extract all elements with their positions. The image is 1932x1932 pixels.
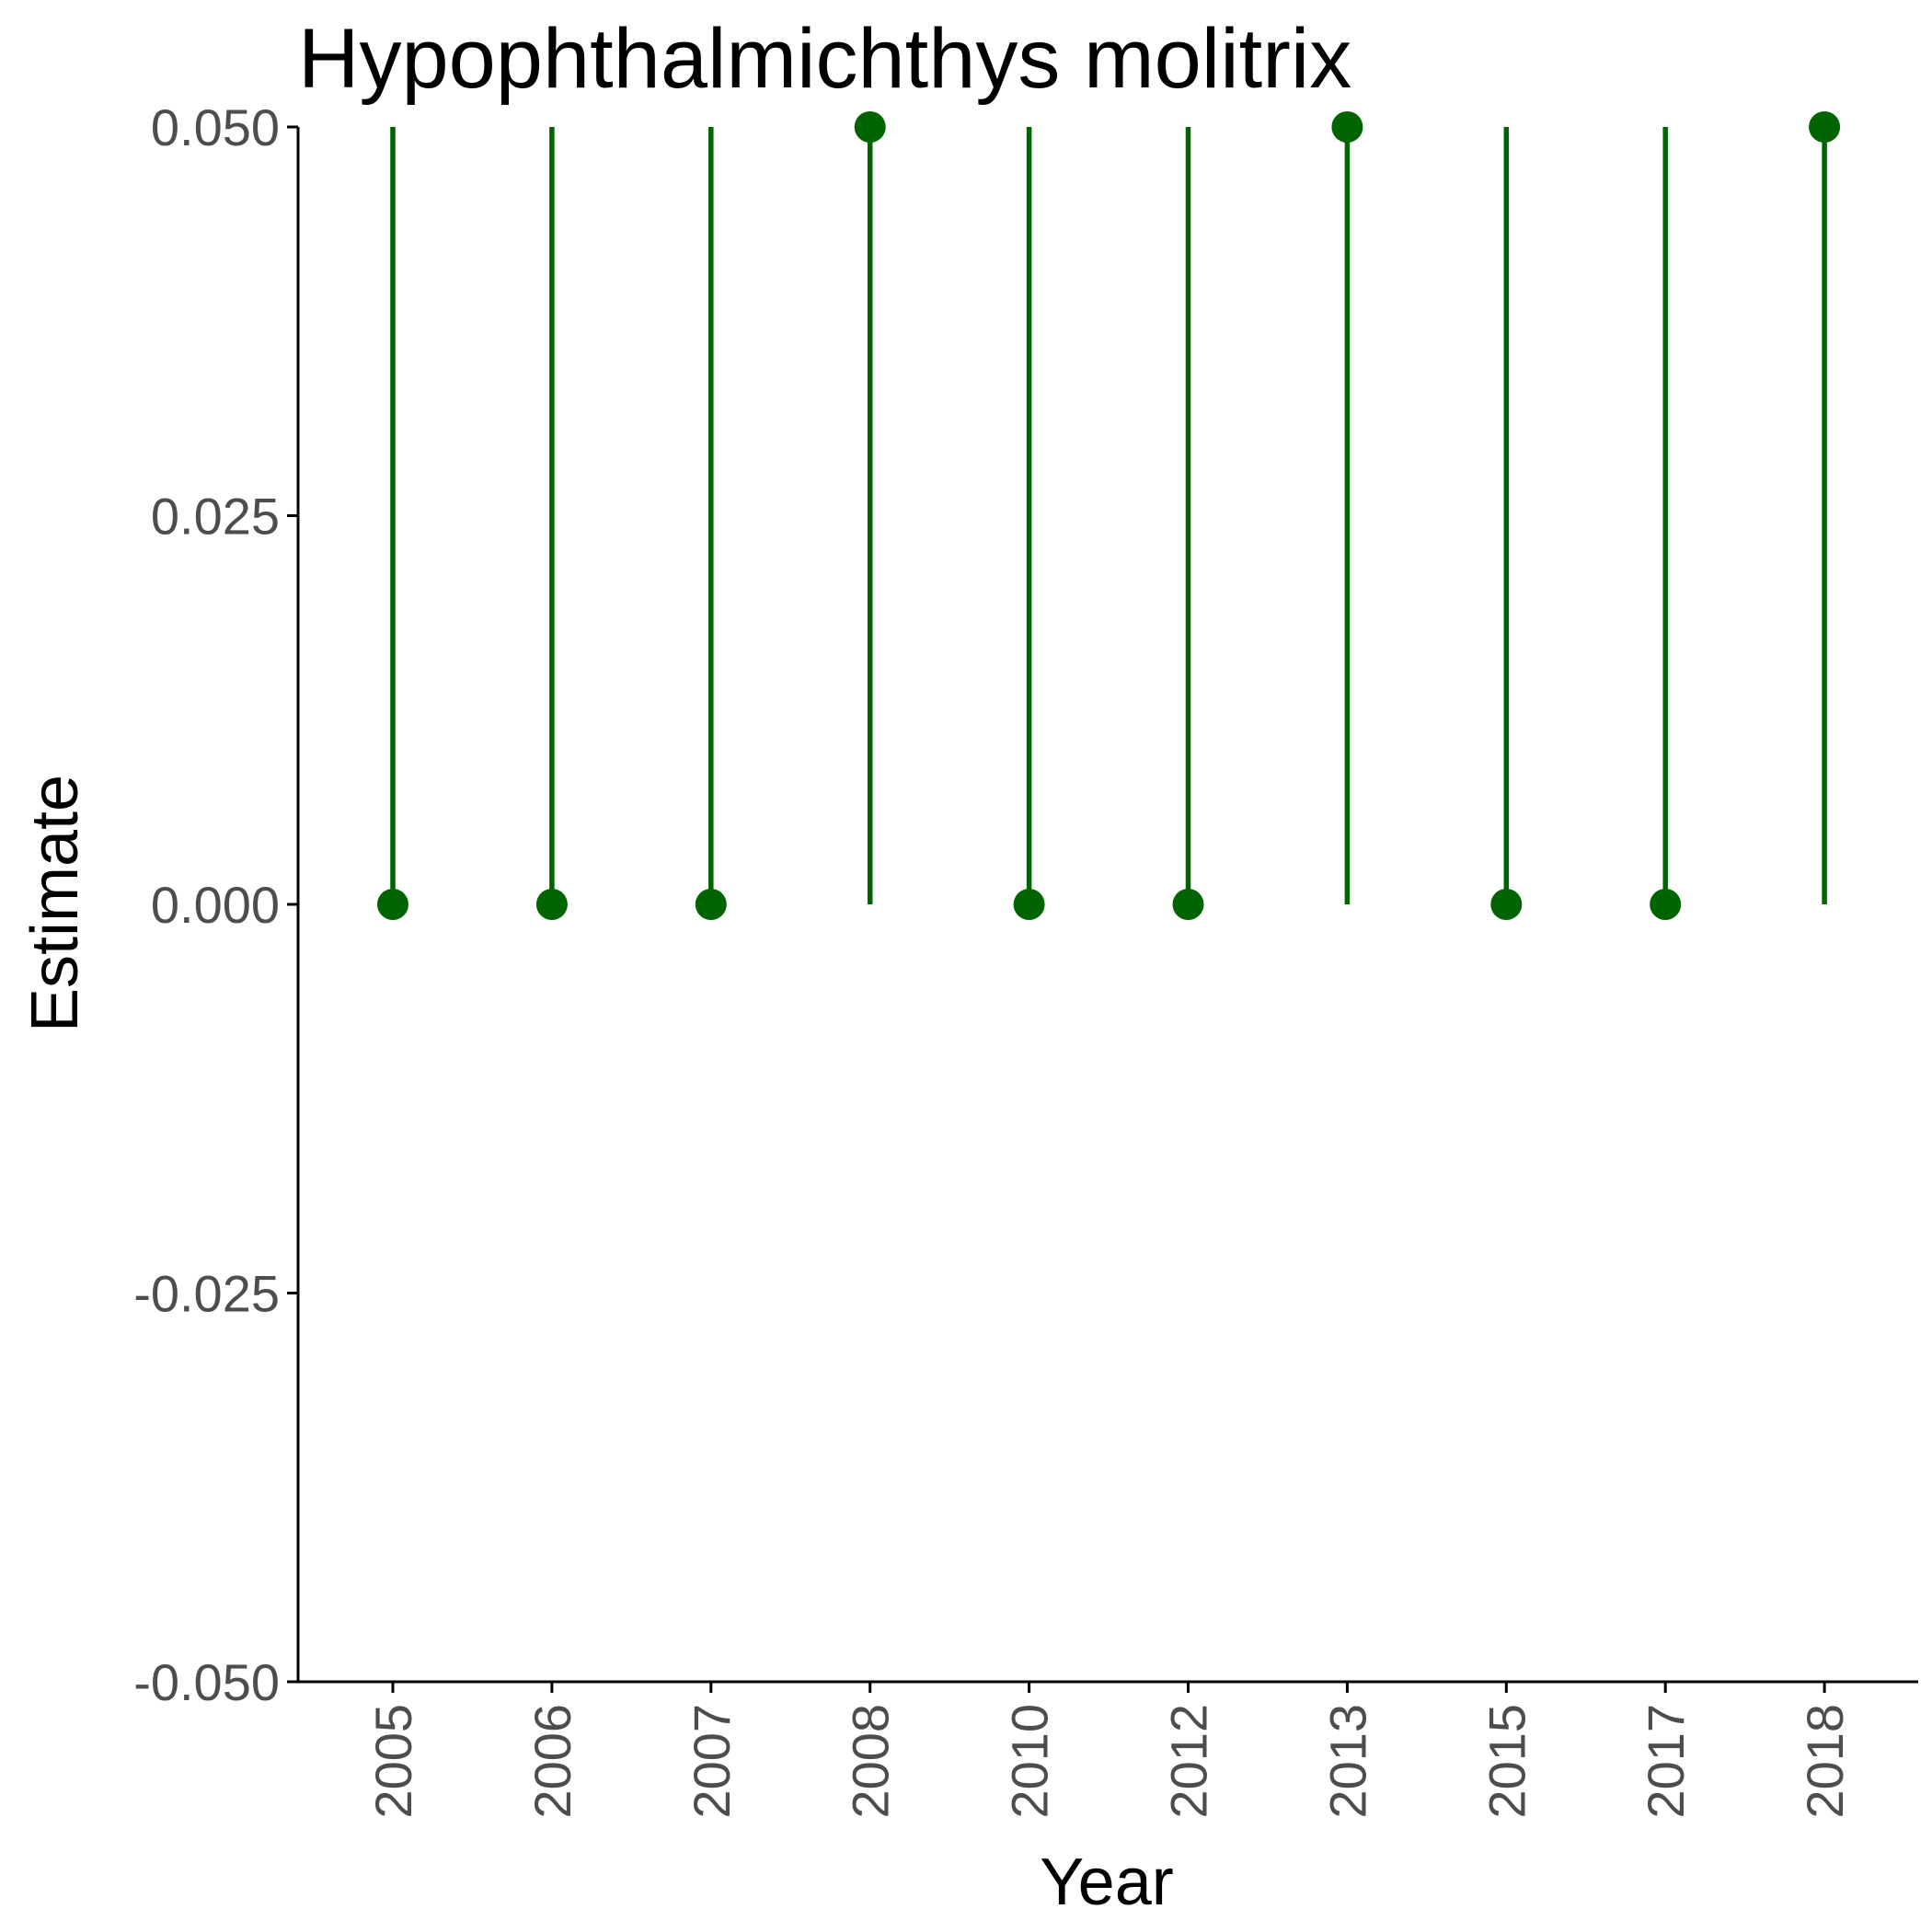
x-tick-label: 2013: [1318, 1704, 1376, 1819]
data-point: [535, 889, 568, 920]
x-tick-label: 2006: [523, 1704, 581, 1819]
x-tick-label: 2007: [683, 1704, 741, 1819]
data-point: [1013, 889, 1045, 920]
y-tick-label: 0.025: [151, 488, 280, 546]
x-tick-label: 2005: [364, 1704, 422, 1819]
data-point: [854, 111, 886, 143]
x-axis-title: Year: [1040, 1846, 1173, 1919]
data-point: [1172, 889, 1204, 920]
plot-area: -0.050 -0.025 0.000 0.025 0.050 2005 2006 2007 2…: [133, 98, 1918, 1819]
y-tick-label: 0.050: [151, 98, 280, 156]
y-tick-label: -0.025: [133, 1265, 280, 1323]
y-tick-label: -0.050: [133, 1653, 280, 1711]
data-point: [695, 889, 727, 920]
x-tick-label: 2010: [1001, 1704, 1059, 1819]
data-point: [1490, 889, 1523, 920]
x-tick-label: 2017: [1637, 1704, 1695, 1819]
x-tick-label: 2018: [1796, 1704, 1854, 1819]
data-point: [1809, 111, 1841, 143]
y-tick-label: 0.000: [151, 876, 280, 934]
x-tick-label: 2015: [1478, 1704, 1535, 1819]
data-point: [377, 889, 408, 920]
x-tick-label: 2008: [842, 1704, 900, 1819]
data-point: [1650, 889, 1682, 920]
chart-title: Hypophthalmichthys molitrix: [298, 12, 1351, 106]
data-point: [1331, 111, 1363, 143]
x-tick-label: 2012: [1160, 1704, 1218, 1819]
y-axis-title: Estimate: [18, 775, 92, 1032]
